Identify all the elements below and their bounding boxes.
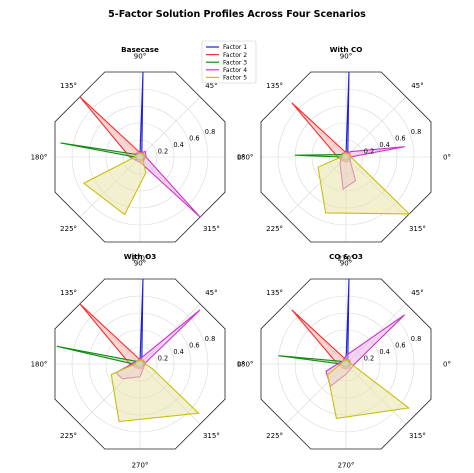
legend-label-1: Factor 1 (223, 44, 247, 51)
angle-tick-label: 180° (31, 361, 48, 369)
series-area-5 (317, 152, 411, 215)
radial-tick-label: 0.6 (395, 135, 406, 143)
polar-frame (54, 71, 226, 243)
radial-tick-label: 0.8 (205, 335, 216, 343)
angle-tick-label: 135° (60, 289, 77, 297)
angle-tick-label: 315° (409, 225, 426, 233)
chart-title: 5-Factor Solution Profiles Across Four S… (108, 9, 366, 20)
radial-tick-label: 0.6 (189, 342, 200, 350)
angle-tick-label: 45° (411, 289, 423, 297)
angle-tick-label: 315° (409, 432, 426, 440)
radial-tick-label: 0.4 (379, 141, 390, 149)
subplot-title: Basecase (121, 45, 159, 54)
angle-tick-label: 180° (237, 361, 254, 369)
subplot-title: CO & O3 (329, 252, 363, 261)
radial-tick-label: 0.8 (411, 335, 422, 343)
radial-tick-label: 0.2 (158, 148, 169, 156)
subplot-title: With O3 (124, 252, 157, 261)
angle-tick-label: 90° (340, 260, 352, 268)
angle-tick-label: 180° (31, 154, 48, 162)
angle-tick-label: 0° (443, 361, 451, 369)
angle-tick-label: 135° (60, 82, 77, 90)
subplot-0: 0.2 0.4 0.6 0.8 0° 45° 90° 135° 180° 225° 270° 315°… (31, 45, 245, 263)
legend-label-4: Factor 4 (223, 67, 247, 74)
angle-tick-label: 0° (237, 154, 245, 162)
polar-frame (54, 278, 226, 450)
angle-tick-label: 315° (203, 225, 220, 233)
grid-spoke (345, 96, 407, 158)
angle-tick-label: 90° (134, 260, 146, 268)
radial-tick-label: 0.8 (411, 128, 422, 136)
radial-tick-label: 0.2 (158, 355, 169, 363)
angle-tick-label: 270° (338, 462, 355, 470)
angle-tick-label: 45° (205, 82, 217, 90)
angle-tick-label: 135° (266, 289, 283, 297)
polar-frame (260, 278, 432, 450)
angle-tick-label: 90° (134, 53, 146, 61)
radial-tick-label: 0.4 (173, 348, 184, 356)
subplot-title: With CO (330, 45, 363, 54)
series-area-5 (326, 359, 411, 420)
subplots: 0.2 0.4 0.6 0.8 0° 45° 90° 135° 180° 225° 270° 315°… (31, 45, 451, 470)
grid-spoke (139, 96, 201, 158)
legend-box (201, 40, 257, 84)
series-area-5 (110, 359, 200, 423)
radial-tick-label: 0.8 (205, 128, 216, 136)
radial-tick-label: 0.2 (364, 355, 375, 363)
angle-tick-label: 45° (205, 289, 217, 297)
angle-tick-label: 45° (411, 82, 423, 90)
angle-tick-label: 225° (266, 225, 283, 233)
angle-tick-label: 0° (443, 154, 451, 162)
angle-tick-label: 225° (60, 225, 77, 233)
radial-tick-label: 0.6 (189, 135, 200, 143)
radial-tick-label: 0.4 (379, 348, 390, 356)
angle-tick-label: 0° (237, 361, 245, 369)
radial-tick-label: 0.6 (395, 342, 406, 350)
polar-frame (260, 71, 432, 243)
angle-tick-label: 270° (132, 255, 149, 263)
legend-label-3: Factor 3 (223, 59, 247, 66)
angle-tick-label: 270° (338, 255, 355, 263)
subplot-2: 0.2 0.4 0.6 0.8 0° 45° 90° 135° 180° 225° 270° 315°… (31, 252, 245, 470)
angle-tick-label: 225° (60, 432, 77, 440)
radial-tick-label: 0.2 (364, 148, 375, 156)
angle-tick-label: 315° (203, 432, 220, 440)
subplot-1: 0.2 0.4 0.6 0.8 0° 45° 90° 135° 180° 225° 270° 315°… (237, 45, 451, 263)
angle-tick-label: 90° (340, 53, 352, 61)
subplot-3: 0.2 0.4 0.6 0.8 0° 45° 90° 135° 180° 225° 270° 315°… (237, 252, 451, 470)
legend-label-5: Factor 5 (223, 75, 247, 82)
angle-tick-label: 135° (266, 82, 283, 90)
legend-label-2: Factor 2 (223, 52, 247, 59)
radial-tick-label: 0.4 (173, 141, 184, 149)
angle-tick-label: 225° (266, 432, 283, 440)
angle-tick-label: 180° (237, 154, 254, 162)
series-area-4 (135, 150, 201, 218)
angle-tick-label: 270° (132, 462, 149, 470)
series-area-5 (82, 152, 147, 216)
